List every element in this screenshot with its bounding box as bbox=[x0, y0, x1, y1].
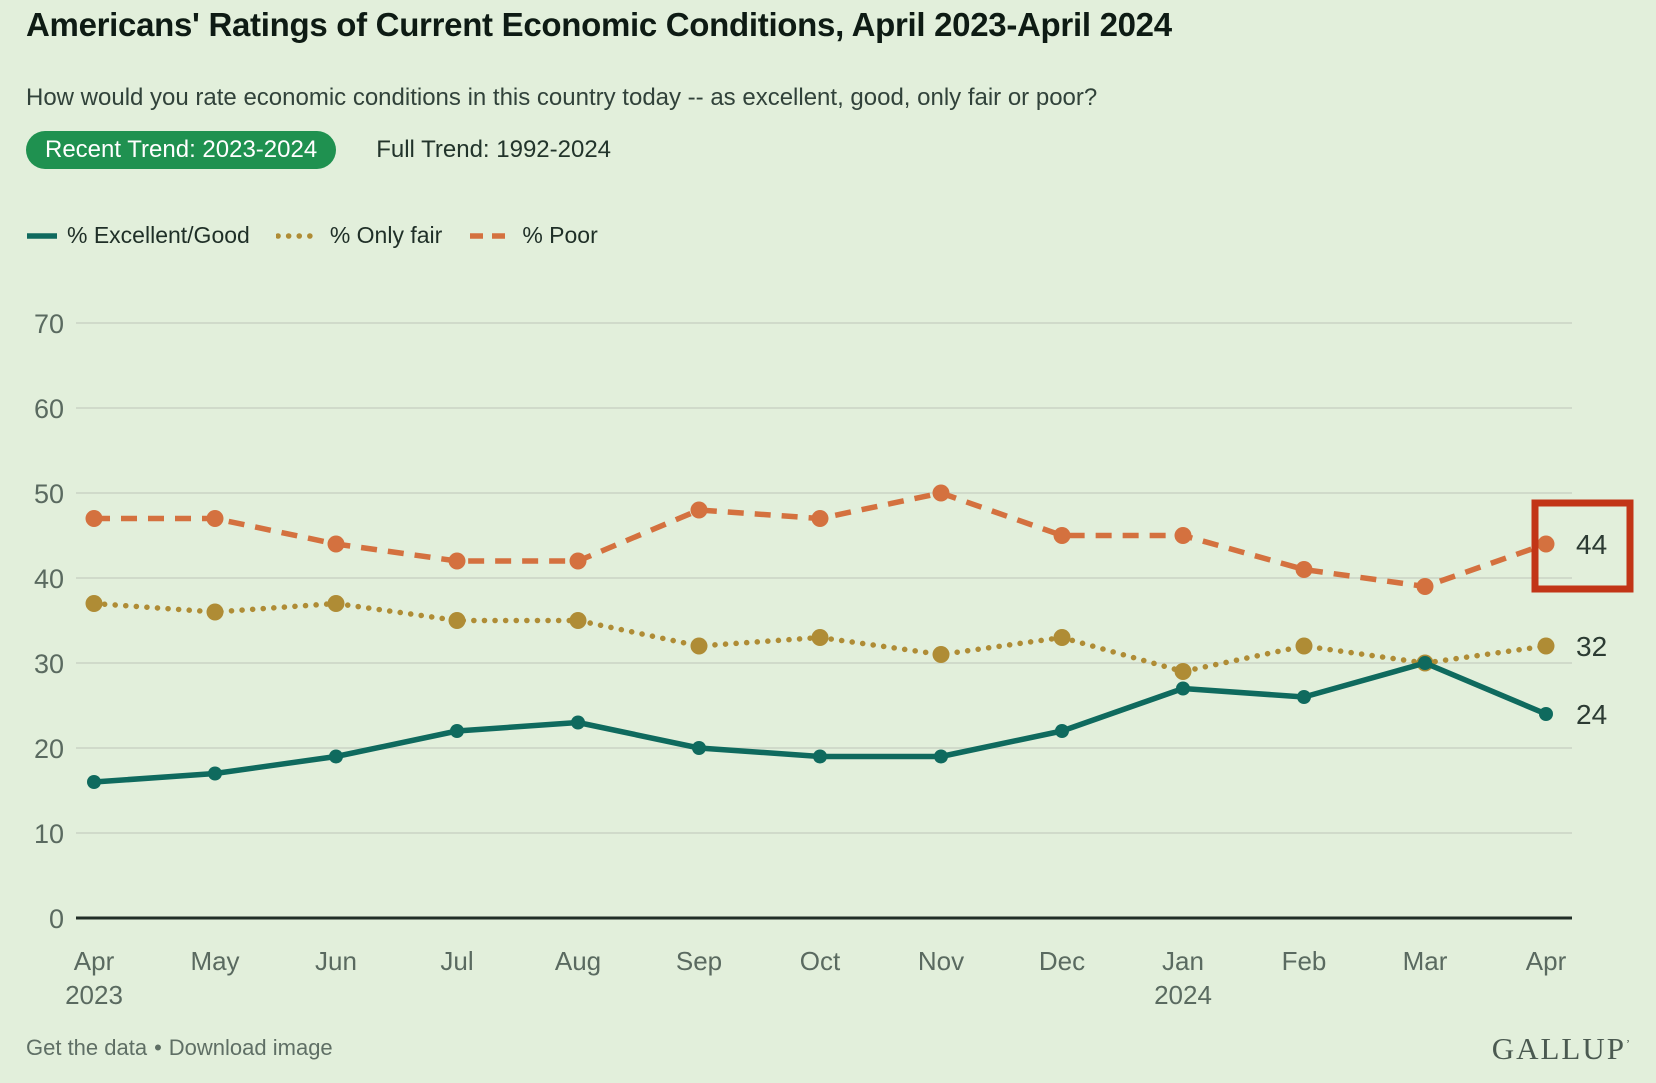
series-end-value-label: 32 bbox=[1576, 631, 1607, 662]
data-point-marker bbox=[85, 595, 103, 612]
data-point-marker bbox=[1174, 663, 1192, 680]
data-point-marker bbox=[1174, 527, 1192, 544]
x-tick-label: Nov bbox=[918, 946, 964, 976]
data-point-marker bbox=[448, 552, 466, 570]
get-the-data-link[interactable]: Get the data bbox=[26, 1035, 148, 1060]
y-tick-label: 60 bbox=[34, 394, 64, 424]
y-tick-label: 0 bbox=[49, 904, 64, 934]
x-tick-label: Apr bbox=[74, 946, 115, 976]
x-tick-label: Jun bbox=[315, 946, 357, 976]
y-tick-label: 50 bbox=[34, 479, 64, 509]
data-point-marker bbox=[1295, 561, 1313, 578]
data-point-marker bbox=[1055, 724, 1069, 738]
data-point-marker bbox=[327, 595, 345, 612]
data-point-marker bbox=[692, 741, 706, 755]
footer-separator: • bbox=[154, 1035, 162, 1060]
data-point-marker bbox=[208, 766, 222, 781]
gallup-wordmark: GALLUP bbox=[1491, 1031, 1626, 1066]
gallup-logo: GALLUP’ bbox=[1492, 1031, 1630, 1067]
legend-label: % Only fair bbox=[329, 222, 443, 248]
x-tick-label: Apr bbox=[1526, 946, 1567, 976]
legend-label: % Poor bbox=[522, 222, 598, 248]
data-point-marker bbox=[1416, 578, 1434, 595]
data-point-marker bbox=[1297, 690, 1311, 704]
data-point-marker bbox=[569, 612, 587, 629]
legend-swatch-icon bbox=[275, 232, 322, 239]
x-tick-label: Feb bbox=[1282, 946, 1327, 976]
footer-links: Get the data • Download image bbox=[26, 1035, 333, 1061]
series-end-value-label: 44 bbox=[1576, 529, 1607, 560]
legend-swatch-icon bbox=[470, 232, 513, 239]
series-end-value-label: 24 bbox=[1576, 699, 1607, 730]
y-tick-label: 40 bbox=[34, 564, 64, 594]
data-point-marker bbox=[811, 510, 829, 527]
legend-item-only-fair[interactable]: % Only fair bbox=[275, 222, 443, 249]
chart-legend: % Excellent/Good % Only fair % Poor bbox=[25, 222, 598, 249]
series-excellent-good bbox=[87, 656, 1553, 789]
data-point-marker bbox=[1053, 629, 1071, 646]
target-highlight-box bbox=[1531, 499, 1634, 593]
series-only-fair bbox=[85, 595, 1555, 680]
series-poor bbox=[85, 484, 1555, 595]
x-tick-label: Jan bbox=[1162, 946, 1204, 976]
tab-recent-trend[interactable]: Recent Trend: 2023-2024 bbox=[26, 131, 337, 169]
page-title: Americans' Ratings of Current Economic C… bbox=[26, 6, 1172, 43]
x-tick-label: May bbox=[190, 946, 239, 976]
x-tick-label: Oct bbox=[800, 946, 841, 976]
data-point-marker bbox=[690, 637, 708, 655]
trademark-mark: ’ bbox=[1626, 1036, 1630, 1051]
x-tick-label: Aug bbox=[555, 946, 601, 976]
x-tick-label: Dec bbox=[1039, 946, 1085, 976]
data-point-marker bbox=[1176, 681, 1190, 696]
data-point-marker bbox=[85, 510, 103, 527]
data-point-marker bbox=[87, 775, 101, 789]
x-axis-labels: Apr 2023 May Jun Jul Aug Sep Oct Nov Dec Jan 2024 Fe… bbox=[65, 946, 1566, 1010]
x-tick-year-label: 2023 bbox=[65, 980, 123, 1010]
legend-swatch-icon bbox=[27, 232, 57, 239]
x-tick-label: Sep bbox=[676, 946, 722, 976]
data-point-marker bbox=[1539, 707, 1553, 721]
download-image-link[interactable]: Download image bbox=[168, 1035, 333, 1060]
data-point-marker bbox=[571, 715, 585, 730]
data-point-marker bbox=[690, 501, 708, 519]
data-point-marker bbox=[448, 612, 466, 629]
data-point-marker bbox=[932, 646, 950, 663]
x-tick-year-label: 2024 bbox=[1154, 980, 1212, 1010]
y-axis-labels: 0 10 20 30 40 50 60 70 bbox=[34, 309, 64, 934]
data-point-marker bbox=[1053, 527, 1071, 544]
legend-item-excellent-good[interactable]: % Excellent/Good bbox=[25, 222, 250, 249]
y-tick-label: 10 bbox=[34, 819, 64, 849]
data-point-marker bbox=[1295, 637, 1313, 655]
data-point-marker bbox=[329, 749, 343, 764]
data-point-marker bbox=[1537, 535, 1555, 553]
data-point-marker bbox=[569, 552, 587, 570]
data-point-marker bbox=[934, 749, 948, 764]
tab-full-trend[interactable]: Full Trend: 1992-2024 bbox=[376, 131, 611, 169]
x-tick-label: Jul bbox=[440, 946, 473, 976]
y-tick-label: 30 bbox=[34, 649, 64, 679]
survey-question: How would you rate economic conditions i… bbox=[26, 84, 1098, 111]
data-point-marker bbox=[1537, 637, 1555, 655]
legend-label: % Excellent/Good bbox=[67, 222, 250, 248]
data-point-marker bbox=[932, 484, 950, 502]
trend-tabs: Recent Trend: 2023-2024 Full Trend: 1992… bbox=[26, 131, 611, 169]
data-point-marker bbox=[450, 724, 464, 738]
y-tick-label: 20 bbox=[34, 734, 64, 764]
data-point-marker bbox=[327, 535, 345, 553]
data-point-marker bbox=[1418, 656, 1432, 670]
data-point-marker bbox=[206, 603, 224, 621]
data-point-marker bbox=[813, 749, 827, 764]
gridlines bbox=[76, 322, 1572, 834]
y-tick-label: 70 bbox=[34, 309, 64, 339]
data-point-marker bbox=[206, 510, 224, 527]
legend-item-poor[interactable]: % Poor bbox=[468, 222, 598, 249]
x-tick-label: Mar bbox=[1403, 946, 1448, 976]
data-point-marker bbox=[811, 629, 829, 646]
